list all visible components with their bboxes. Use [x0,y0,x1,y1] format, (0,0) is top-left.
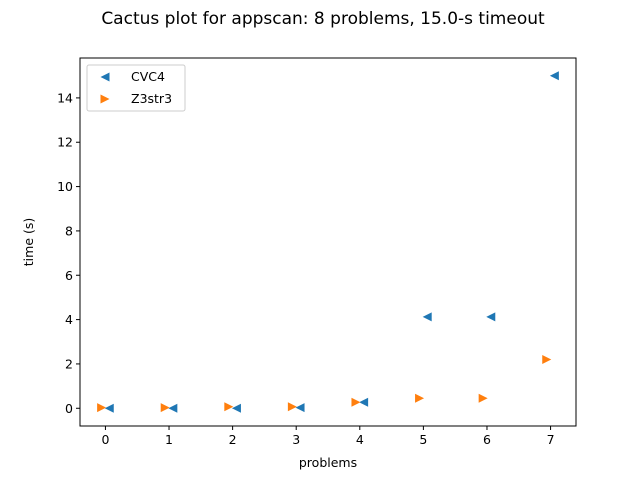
legend-marker-z3str3 [100,94,110,104]
series-cvc4 [104,71,559,413]
y-axis-ticks: 0 2 4 6 8 10 12 14 [57,90,80,416]
y-tick-label: 0 [65,401,73,416]
y-tick-label: 10 [57,179,73,194]
y-tick-label: 6 [65,268,73,283]
x-tick-label: 7 [547,432,555,447]
x-tick-label: 5 [419,432,427,447]
x-axis-label: problems [299,455,357,470]
data-point [287,402,297,412]
x-tick-label: 4 [356,432,364,447]
data-point [160,403,170,413]
data-point [478,393,488,403]
y-tick-label: 14 [57,90,73,105]
axes-frame [79,57,577,427]
x-tick-label: 3 [292,432,300,447]
data-point [168,403,178,413]
legend-label-z3str3: Z3str3 [131,91,172,106]
x-tick-label: 0 [101,432,109,447]
x-axis-ticks: 0 1 2 3 4 5 6 7 [101,426,555,447]
legend-label-cvc4: CVC4 [131,69,165,84]
data-point [231,403,241,413]
data-point [415,393,425,403]
data-point [104,403,114,413]
x-tick-label: 1 [165,432,173,447]
data-point [486,312,496,322]
data-point [549,71,559,81]
y-tick-label: 2 [65,356,73,371]
series-z3str3 [97,354,552,413]
x-tick-label: 6 [483,432,491,447]
data-point [351,397,361,407]
data-point [359,397,369,407]
legend: CVC4 Z3str3 [86,64,186,112]
data-point [224,402,234,412]
data-point [542,354,552,364]
plot-area [97,71,559,413]
legend-marker-shape [100,94,110,104]
y-tick-label: 4 [65,312,73,327]
chart-title: Cactus plot for appscan: 8 problems, 15.… [101,9,545,29]
y-axis-label: time (s) [21,218,36,266]
x-tick-label: 2 [229,432,237,447]
legend-box [86,64,186,112]
legend-marker-shape [100,72,110,82]
y-tick-label: 12 [57,135,73,150]
data-point [422,312,432,322]
legend-marker-cvc4 [100,72,110,82]
data-point [295,403,305,413]
data-point [97,403,107,413]
y-tick-label: 8 [65,223,73,238]
